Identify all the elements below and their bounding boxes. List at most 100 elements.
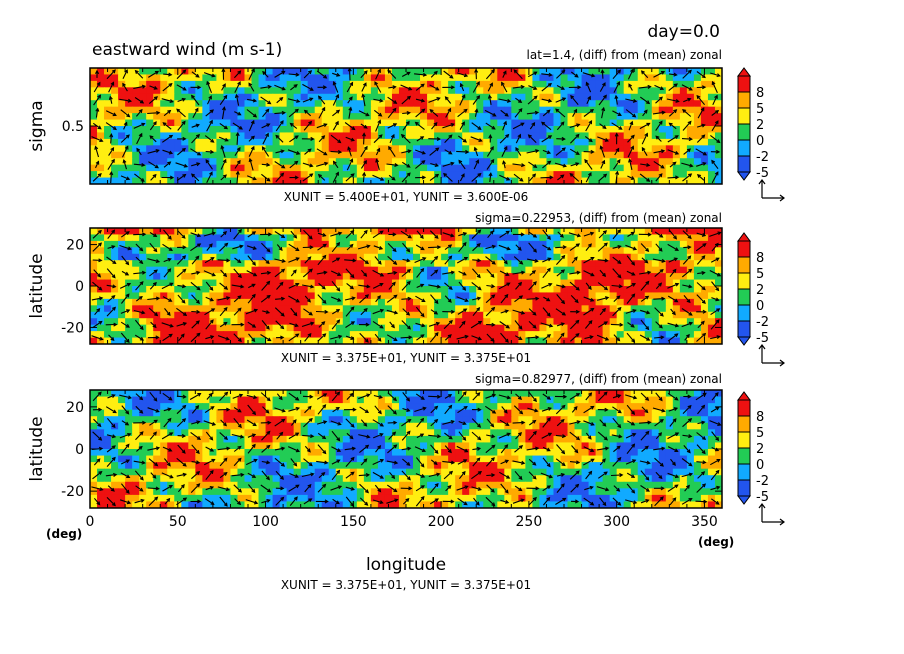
heatmap-cell bbox=[546, 74, 555, 82]
heatmap-cell bbox=[363, 253, 372, 261]
heatmap-cell bbox=[209, 171, 217, 179]
heatmap-cell bbox=[356, 158, 365, 166]
wind-arrow bbox=[274, 84, 286, 91]
heatmap-cell bbox=[160, 331, 168, 339]
heatmap-cell bbox=[476, 234, 484, 242]
heatmap-cell bbox=[490, 266, 498, 274]
heatmap-cell bbox=[363, 234, 372, 242]
wind-arrow bbox=[95, 107, 100, 118]
heatmap-cell bbox=[370, 292, 379, 300]
wind-arrow bbox=[374, 256, 382, 265]
heatmap-cell bbox=[448, 429, 456, 437]
heatmap-cell bbox=[132, 292, 140, 300]
heatmap-cell bbox=[672, 286, 681, 294]
heatmap-cell bbox=[490, 429, 498, 437]
heatmap-cell bbox=[111, 318, 119, 326]
heatmap-cell bbox=[265, 435, 274, 444]
heatmap-cell bbox=[539, 298, 548, 306]
colorbar-label: 2 bbox=[756, 283, 764, 298]
wind-arrow bbox=[682, 284, 693, 289]
heatmap-cell bbox=[363, 132, 372, 140]
heatmap-cell bbox=[532, 145, 541, 153]
heatmap-cell bbox=[455, 416, 463, 424]
wind-arrow bbox=[569, 172, 580, 182]
heatmap-cell bbox=[497, 247, 505, 255]
wind-arrow bbox=[175, 162, 189, 168]
colorbar-label: 8 bbox=[756, 86, 764, 101]
heatmap-cell bbox=[567, 318, 576, 326]
heatmap-cell bbox=[406, 87, 414, 95]
heatmap-cell bbox=[195, 247, 203, 255]
heatmap-cell bbox=[370, 403, 379, 411]
heatmap-cell bbox=[265, 318, 274, 326]
heatmap-cell bbox=[448, 324, 456, 332]
heatmap-cell bbox=[328, 158, 337, 166]
heatmap-cell bbox=[609, 247, 618, 255]
heatmap-cell bbox=[609, 171, 618, 179]
heatmap-cell bbox=[553, 145, 562, 153]
wind-arrow bbox=[109, 170, 114, 184]
heatmap-cell bbox=[398, 298, 407, 306]
heatmap-cell bbox=[97, 177, 105, 184]
wind-arrow bbox=[696, 71, 706, 79]
colorbar-label: -2 bbox=[756, 150, 769, 165]
heatmap-cell bbox=[567, 113, 576, 121]
heatmap-cell bbox=[202, 253, 210, 261]
heatmap-cell bbox=[167, 113, 175, 121]
heatmap-cell bbox=[125, 311, 133, 319]
wind-arrow bbox=[161, 98, 174, 104]
wind-arrow bbox=[487, 230, 494, 239]
wind-arrow bbox=[106, 306, 116, 317]
heatmap-cell bbox=[90, 318, 98, 326]
heatmap-cell bbox=[293, 435, 302, 444]
heatmap-cell bbox=[714, 416, 722, 424]
heatmap-cell bbox=[125, 100, 133, 108]
reference-vector bbox=[758, 179, 785, 202]
heatmap-cell bbox=[202, 177, 210, 184]
heatmap-cell bbox=[125, 435, 133, 444]
heatmap-cell bbox=[377, 164, 386, 172]
heatmap-cell bbox=[174, 396, 182, 404]
heatmap-cell bbox=[237, 93, 246, 101]
heatmap-cell bbox=[370, 74, 379, 82]
heatmap-cell bbox=[132, 260, 140, 268]
wind-arrow bbox=[442, 122, 455, 129]
heatmap-cell bbox=[265, 68, 274, 76]
heatmap-cell bbox=[188, 177, 196, 184]
heatmap-cell bbox=[111, 145, 119, 153]
heatmap-cell bbox=[686, 87, 695, 95]
heatmap-cell bbox=[328, 177, 337, 184]
heatmap-cell bbox=[328, 126, 337, 134]
heatmap-cell bbox=[265, 234, 274, 242]
heatmap-cell bbox=[272, 126, 281, 134]
heatmap-cell bbox=[707, 311, 716, 319]
heatmap-cell bbox=[97, 100, 105, 108]
heatmap-cell bbox=[658, 247, 667, 255]
heatmap-cell bbox=[476, 305, 484, 313]
heatmap-cell bbox=[665, 126, 674, 134]
heatmap-cell bbox=[665, 311, 674, 319]
heatmap-cell bbox=[707, 228, 716, 236]
heatmap-cell bbox=[398, 228, 407, 236]
colorbar-label: 0 bbox=[756, 134, 764, 149]
heatmap-cell bbox=[230, 113, 239, 121]
heatmap-cell bbox=[370, 177, 379, 184]
heatmap-cell bbox=[595, 132, 604, 140]
heatmap-cell bbox=[413, 266, 421, 274]
heatmap-cell bbox=[265, 119, 274, 127]
heatmap-cell bbox=[469, 68, 477, 76]
heatmap-cell bbox=[679, 337, 688, 344]
wind-arrow bbox=[220, 231, 228, 238]
heatmap-cell bbox=[356, 396, 365, 404]
heatmap-cell bbox=[707, 422, 716, 430]
heatmap-cell bbox=[637, 158, 646, 166]
heatmap-cell bbox=[356, 311, 365, 319]
heatmap-cell bbox=[209, 409, 217, 417]
heatmap-cell bbox=[216, 273, 225, 281]
heatmap-cell bbox=[146, 113, 154, 121]
heatmap-cell bbox=[300, 390, 309, 398]
heatmap-cell bbox=[377, 260, 386, 268]
heatmap-cell bbox=[244, 286, 253, 294]
heatmap-cell bbox=[188, 253, 196, 261]
heatmap-cell bbox=[693, 100, 702, 108]
